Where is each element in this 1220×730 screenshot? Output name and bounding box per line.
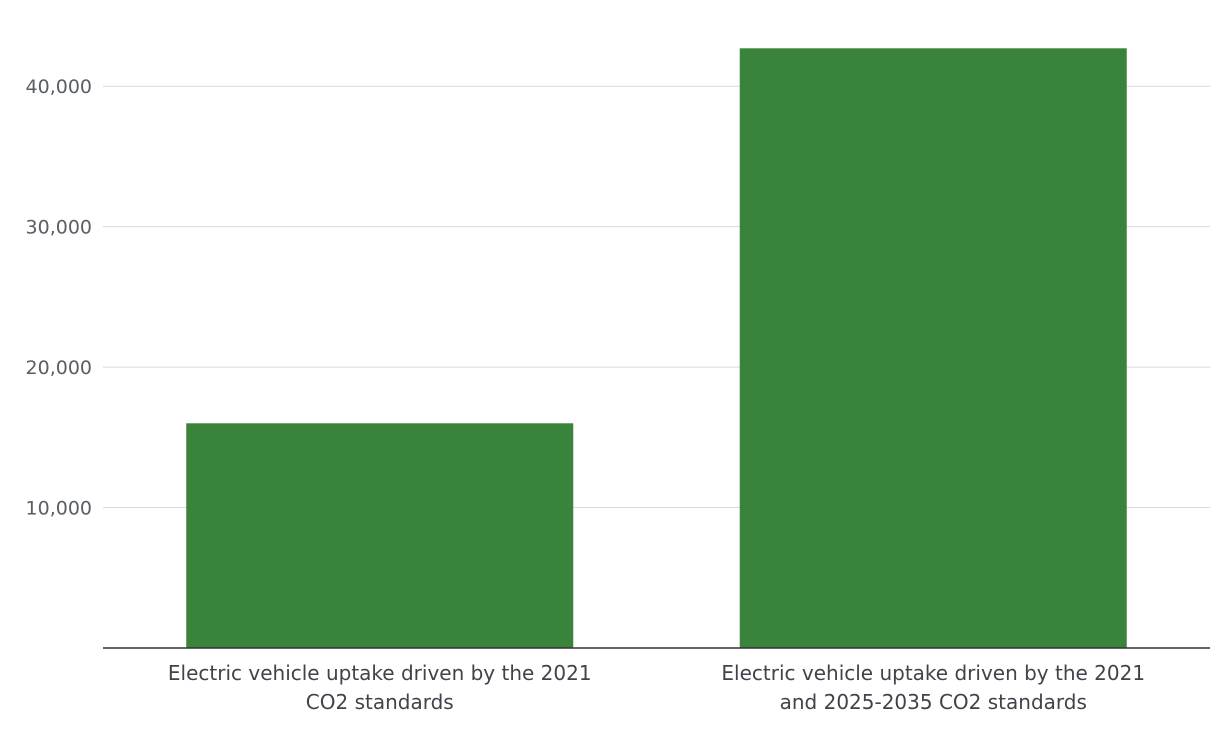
y-axis-ticks: 10,000 20,000 30,000 40,000 — [26, 76, 92, 519]
bars — [186, 48, 1127, 648]
y-tick-label: 30,000 — [26, 217, 92, 239]
y-tick-label: 10,000 — [26, 498, 92, 520]
x-category-label-line: CO2 standards — [306, 690, 454, 714]
y-tick-label: 20,000 — [26, 357, 92, 379]
bar — [186, 423, 574, 648]
x-category-label-line: Electric vehicle uptake driven by the 20… — [721, 661, 1145, 685]
x-category-label: Electric vehicle uptake driven by the 20… — [721, 661, 1145, 714]
y-tick-label: 40,000 — [26, 76, 92, 98]
bar — [739, 48, 1127, 648]
x-axis-categories: Electric vehicle uptake driven by the 20… — [168, 661, 1145, 714]
x-category-label-line: and 2025-2035 CO2 standards — [780, 690, 1087, 714]
x-category-label: Electric vehicle uptake driven by the 20… — [168, 661, 592, 714]
x-category-label-line: Electric vehicle uptake driven by the 20… — [168, 661, 592, 685]
